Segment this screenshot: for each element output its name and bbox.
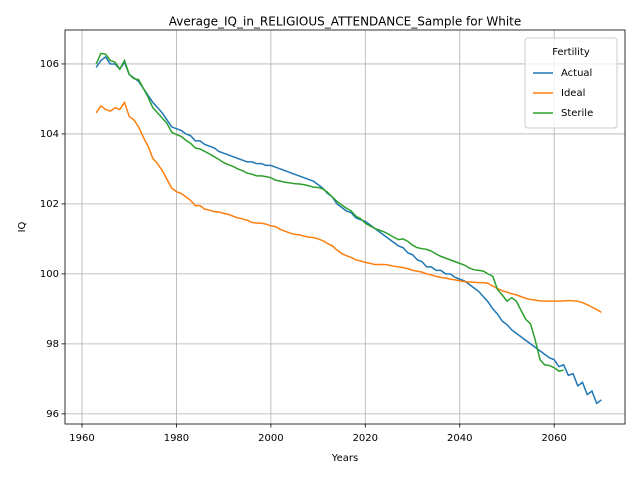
- legend-box: [524, 37, 618, 129]
- series-line: [95, 55, 602, 405]
- y-tick-label: 104: [40, 129, 59, 140]
- x-tick-label: 1960: [69, 433, 94, 444]
- x-tick-label: 2020: [353, 433, 378, 444]
- legend-label: Ideal: [561, 88, 585, 99]
- legend-label: Actual: [561, 68, 592, 79]
- series-line: [95, 52, 564, 372]
- x-tick-label: 2040: [447, 433, 472, 444]
- y-tick-label: 106: [40, 59, 59, 70]
- y-tick-label: 96: [46, 409, 59, 420]
- x-tick-label: 2000: [258, 433, 283, 444]
- chart-title: Average_IQ_in_RELIGIOUS_ATTENDANCE_Sampl…: [169, 15, 522, 29]
- legend-title: Fertility: [552, 47, 590, 58]
- y-axis-label: IQ: [17, 221, 28, 232]
- x-tick-label: 2060: [541, 433, 566, 444]
- legend-label: Sterile: [561, 108, 593, 119]
- y-tick-label: 100: [40, 269, 59, 280]
- x-axis-label: Years: [331, 453, 358, 464]
- plot-frame: [64, 29, 626, 425]
- y-tick-label: 98: [46, 339, 59, 350]
- series-line: [95, 100, 602, 314]
- y-tick-label: 102: [40, 199, 59, 210]
- x-tick-label: 1980: [164, 433, 189, 444]
